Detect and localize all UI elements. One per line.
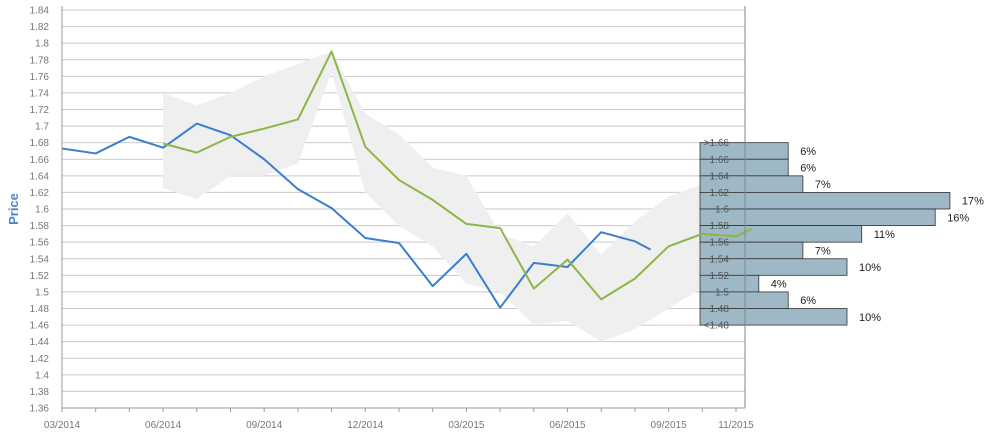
y-tick-label: 1.66	[30, 155, 50, 166]
axes: 1.84 1.82 1.8 1.78 1.76 1.74 1.72 1.7 1.68 1.66 1.…	[30, 6, 755, 432]
y-tick-label: 1.68	[30, 138, 50, 149]
histogram-bar	[699, 208, 936, 226]
histogram-bin-label: 1.62	[710, 188, 730, 199]
histogram-bin-label: 1.48	[710, 304, 730, 315]
histogram-percent-label: 6%	[800, 146, 816, 158]
histogram-bin-label: 1.6	[715, 205, 729, 216]
y-tick-label: 1.76	[30, 72, 50, 83]
y-tick-label: 1.78	[30, 55, 50, 66]
y-tick-label: 1.36	[30, 404, 50, 415]
histogram-bin-label: >1.66	[704, 138, 730, 149]
histogram-percent-label: 10%	[859, 312, 881, 324]
histogram-percent-label: 6%	[800, 163, 816, 175]
y-tick-label: 1.46	[30, 321, 50, 332]
histogram-bin-label: 1.5	[715, 287, 729, 298]
x-tick-label: 06/2014	[145, 420, 182, 431]
y-tick-label: 1.44	[30, 337, 50, 348]
y-tick-label: 1.8	[35, 39, 49, 50]
y-tick-label: 1.42	[30, 354, 50, 365]
x-tick-label: 03/2015	[448, 420, 485, 431]
x-tick-label: 03/2014	[44, 420, 81, 431]
histogram-percent-label: 11%	[874, 229, 895, 241]
forecast-band-area	[163, 51, 737, 342]
histogram-bin-label: <1.48	[704, 321, 730, 332]
y-tick-label: 1.6	[35, 205, 49, 216]
histogram-bin-label: 1.54	[710, 254, 730, 265]
x-tick-label: 09/2015	[651, 420, 688, 431]
y-tick-label: 1.58	[30, 221, 50, 232]
y-tick-label: 1.48	[30, 304, 50, 315]
histogram-percent-label: 6%	[800, 295, 816, 307]
histogram-percent-label: 10%	[859, 262, 881, 274]
y-tick-label: 1.62	[30, 188, 50, 199]
y-tick-label: 1.4	[35, 370, 49, 381]
histogram: 6% >1.66 6% 1.66 7% 1.64 17% 1.62 16% 1.6 11% 1.58 7…	[699, 138, 984, 332]
histogram-bin-label: 1.66	[710, 155, 730, 166]
y-tick-label: 1.84	[30, 6, 50, 17]
histogram-percent-label: 17%	[962, 196, 984, 208]
y-tick-label: 1.64	[30, 171, 50, 182]
histogram-bar	[699, 258, 848, 276]
y-tick-label: 1.7	[35, 122, 49, 133]
histogram-bin-label: 1.58	[710, 221, 730, 232]
x-tick-label: 06/2015	[549, 420, 586, 431]
x-tick-label: 11/2015	[718, 420, 754, 431]
y-tick-label: 1.54	[30, 254, 50, 265]
y-tick-label: 1.82	[30, 22, 50, 33]
histogram-percent-label: 7%	[815, 245, 831, 257]
histogram-percent-label: 4%	[771, 279, 787, 291]
y-tick-label: 1.5	[35, 287, 49, 298]
histogram-bin-label: 1.52	[710, 271, 730, 282]
y-tick-label: 1.56	[30, 238, 50, 249]
y-tick-label: 1.72	[30, 105, 50, 116]
histogram-percent-label: 7%	[815, 179, 831, 191]
y-axis-label: Price	[6, 193, 21, 225]
histogram-bin-label: 1.56	[710, 238, 730, 249]
series-line	[61, 122, 652, 309]
y-tick-label: 1.74	[30, 88, 50, 99]
y-tick-label: 1.52	[30, 271, 50, 282]
histogram-percent-label: 16%	[947, 212, 969, 224]
series-line	[162, 50, 753, 301]
histogram-bar	[699, 308, 848, 326]
y-tick-label: 1.38	[30, 387, 50, 398]
histogram-bar	[699, 192, 951, 210]
series-lines	[61, 50, 753, 309]
x-tick-label: 09/2014	[246, 420, 283, 431]
histogram-bin-label: 1.64	[710, 171, 730, 182]
forecast-band	[163, 51, 737, 342]
x-tick-label: 12/2014	[347, 420, 384, 431]
